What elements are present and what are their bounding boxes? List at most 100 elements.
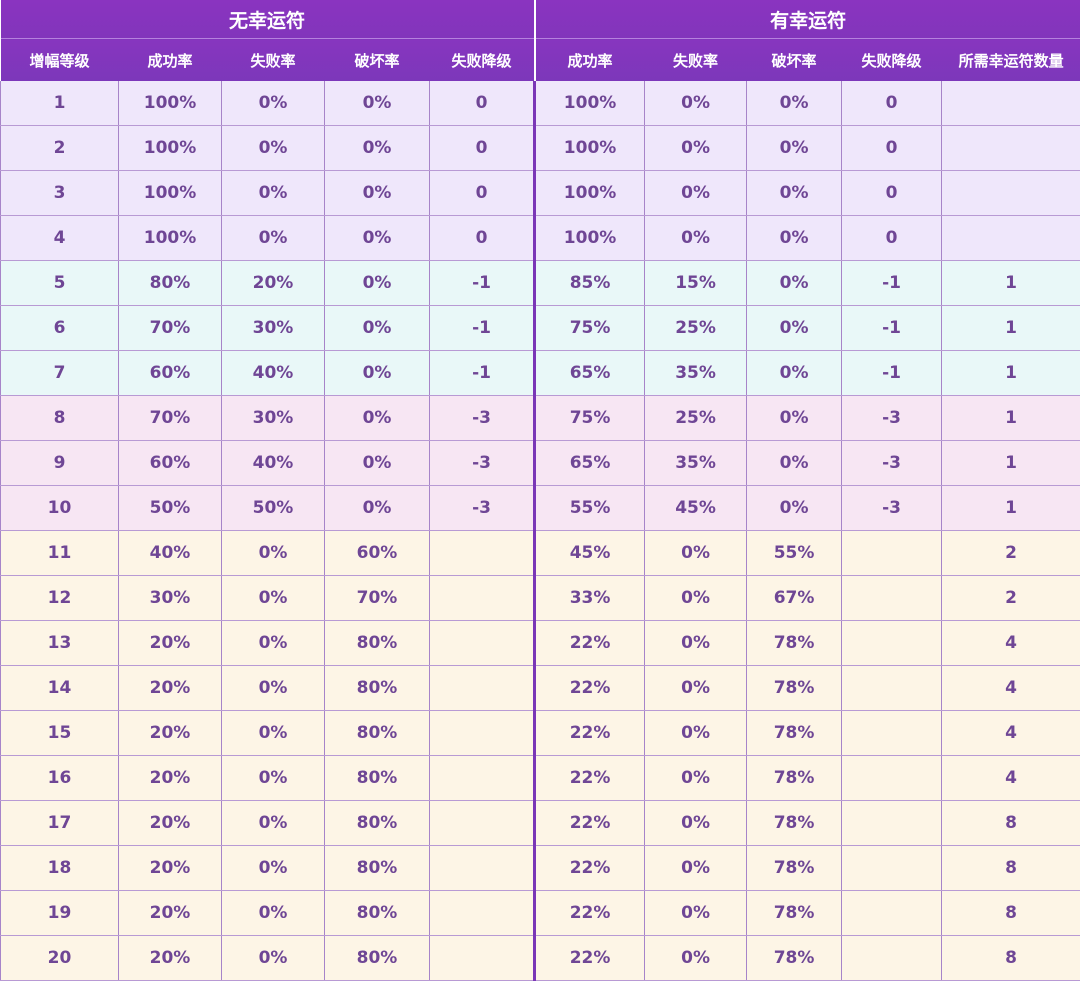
cell-fail-rate: 0%: [222, 891, 325, 936]
cell-luck-success-rate: 75%: [535, 396, 645, 441]
cell-luck-break-rate: 78%: [747, 621, 842, 666]
cell-fail-rate: 0%: [222, 756, 325, 801]
cell-level: 5: [1, 261, 119, 306]
cell-fail-downgrade: [430, 711, 535, 756]
cell-luck-fail-rate: 0%: [645, 531, 747, 576]
cell-success-rate: 20%: [119, 621, 222, 666]
cell-luck-break-rate: 0%: [747, 486, 842, 531]
cell-luck-fail-rate: 0%: [645, 216, 747, 261]
cell-level: 19: [1, 891, 119, 936]
cell-luck-fail-rate: 0%: [645, 756, 747, 801]
cell-level: 12: [1, 576, 119, 621]
cell-luck-fail-downgrade: -3: [842, 396, 942, 441]
cell-luck-fail-rate: 0%: [645, 801, 747, 846]
cell-level: 16: [1, 756, 119, 801]
cell-luck-charm-count: 4: [942, 666, 1080, 711]
cell-fail-downgrade: [430, 801, 535, 846]
column-header-fail-rate: 失败率: [222, 39, 325, 82]
cell-fail-rate: 0%: [222, 711, 325, 756]
cell-fail-rate: 30%: [222, 306, 325, 351]
cell-luck-fail-downgrade: -1: [842, 261, 942, 306]
group-header-no-luck: 无幸运符: [1, 0, 535, 39]
cell-fail-rate: 0%: [222, 936, 325, 981]
cell-success-rate: 50%: [119, 486, 222, 531]
cell-success-rate: 80%: [119, 261, 222, 306]
cell-level: 11: [1, 531, 119, 576]
cell-luck-fail-downgrade: 0: [842, 171, 942, 216]
cell-success-rate: 100%: [119, 216, 222, 261]
cell-luck-success-rate: 22%: [535, 891, 645, 936]
cell-break-rate: 70%: [325, 576, 430, 621]
cell-success-rate: 20%: [119, 666, 222, 711]
cell-level: 14: [1, 666, 119, 711]
cell-luck-fail-downgrade: -3: [842, 486, 942, 531]
cell-luck-charm-count: 8: [942, 936, 1080, 981]
cell-fail-rate: 30%: [222, 396, 325, 441]
cell-luck-break-rate: 0%: [747, 81, 842, 126]
column-header-luck-charm-count: 所需幸运符数量: [942, 39, 1080, 82]
cell-luck-success-rate: 22%: [535, 666, 645, 711]
cell-luck-success-rate: 55%: [535, 486, 645, 531]
cell-fail-rate: 0%: [222, 801, 325, 846]
cell-luck-break-rate: 0%: [747, 351, 842, 396]
cell-break-rate: 80%: [325, 891, 430, 936]
cell-level: 17: [1, 801, 119, 846]
cell-luck-charm-count: 2: [942, 576, 1080, 621]
cell-fail-rate: 0%: [222, 531, 325, 576]
cell-luck-success-rate: 22%: [535, 756, 645, 801]
cell-level: 15: [1, 711, 119, 756]
cell-luck-fail-downgrade: [842, 756, 942, 801]
cell-break-rate: 0%: [325, 81, 430, 126]
cell-success-rate: 60%: [119, 441, 222, 486]
cell-break-rate: 0%: [325, 441, 430, 486]
cell-level: 18: [1, 846, 119, 891]
cell-luck-fail-downgrade: [842, 666, 942, 711]
cell-luck-break-rate: 78%: [747, 756, 842, 801]
cell-break-rate: 0%: [325, 216, 430, 261]
column-header-luck-fail-rate: 失败率: [645, 39, 747, 82]
cell-luck-break-rate: 67%: [747, 576, 842, 621]
cell-luck-break-rate: 78%: [747, 711, 842, 756]
cell-luck-fail-rate: 0%: [645, 891, 747, 936]
cell-success-rate: 100%: [119, 126, 222, 171]
cell-fail-downgrade: -1: [430, 261, 535, 306]
cell-fail-rate: 40%: [222, 351, 325, 396]
cell-success-rate: 20%: [119, 801, 222, 846]
column-header-row: 增幅等级 成功率 失败率 破坏率 失败降级 成功率 失败率 破坏率 失败降级 所…: [1, 39, 1080, 82]
cell-luck-break-rate: 78%: [747, 891, 842, 936]
cell-luck-fail-downgrade: -1: [842, 306, 942, 351]
cell-fail-rate: 0%: [222, 81, 325, 126]
cell-luck-break-rate: 0%: [747, 396, 842, 441]
cell-success-rate: 20%: [119, 711, 222, 756]
cell-luck-charm-count: 8: [942, 801, 1080, 846]
cell-break-rate: 0%: [325, 261, 430, 306]
cell-luck-success-rate: 85%: [535, 261, 645, 306]
cell-luck-fail-downgrade: [842, 846, 942, 891]
group-header-with-luck: 有幸运符: [535, 0, 1080, 39]
cell-break-rate: 80%: [325, 666, 430, 711]
cell-break-rate: 0%: [325, 351, 430, 396]
cell-luck-fail-rate: 0%: [645, 81, 747, 126]
cell-fail-rate: 50%: [222, 486, 325, 531]
cell-break-rate: 80%: [325, 756, 430, 801]
cell-fail-downgrade: [430, 846, 535, 891]
cell-luck-break-rate: 0%: [747, 441, 842, 486]
cell-luck-fail-rate: 0%: [645, 936, 747, 981]
cell-fail-rate: 0%: [222, 846, 325, 891]
cell-luck-charm-count: 8: [942, 846, 1080, 891]
cell-luck-fail-downgrade: [842, 531, 942, 576]
cell-luck-fail-rate: 0%: [645, 126, 747, 171]
cell-luck-fail-downgrade: [842, 891, 942, 936]
cell-luck-break-rate: 78%: [747, 801, 842, 846]
cell-fail-rate: 20%: [222, 261, 325, 306]
